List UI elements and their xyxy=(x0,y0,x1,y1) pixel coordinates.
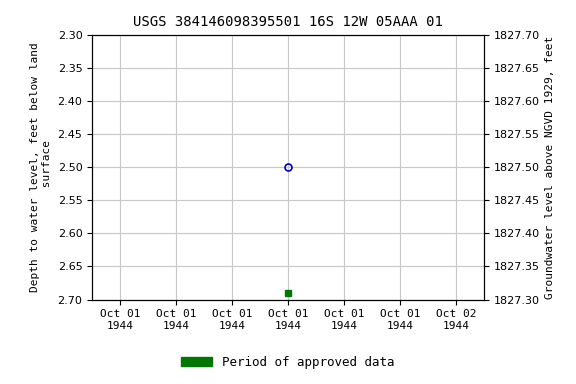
Title: USGS 384146098395501 16S 12W 05AAA 01: USGS 384146098395501 16S 12W 05AAA 01 xyxy=(133,15,443,29)
Y-axis label: Depth to water level, feet below land
 surface: Depth to water level, feet below land su… xyxy=(31,42,52,292)
Legend: Period of approved data: Period of approved data xyxy=(176,351,400,374)
Y-axis label: Groundwater level above NGVD 1929, feet: Groundwater level above NGVD 1929, feet xyxy=(545,35,555,299)
